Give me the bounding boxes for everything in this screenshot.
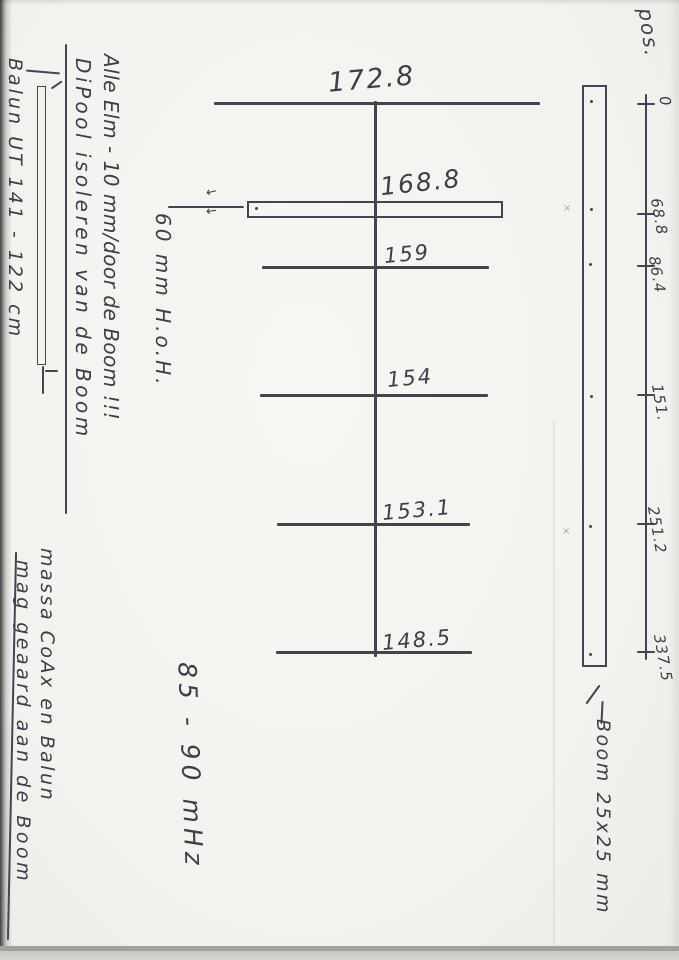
frequency-note: 85 - 90 mHz	[172, 661, 209, 871]
note-dipole-isolation: DiPool isoleren van de Boom	[71, 58, 95, 440]
boom-rivet-dot	[589, 653, 592, 656]
dipole-spacing-arrow: ←	[204, 184, 219, 201]
boom-side-view-bar	[582, 85, 607, 667]
scale-tick	[637, 213, 655, 215]
scan-edge-bottom	[0, 946, 679, 951]
boom-label-leader-slash	[585, 684, 601, 705]
balun-tail-wire	[42, 366, 44, 394]
director-length-label-3: 153.1	[381, 494, 454, 526]
dipole-length-label: 168.8	[378, 163, 463, 202]
balun-top-arrow	[50, 80, 63, 90]
director-line-2	[260, 394, 488, 397]
balun-top-mark	[25, 69, 61, 75]
balun-bottom-mark	[45, 370, 58, 372]
scan-edge-right	[669, 0, 679, 960]
scan-edge-top	[0, 0, 679, 5]
note-ground-line2: mag geaard aan de Boom	[12, 560, 34, 885]
director-length-label-1: 159	[383, 240, 432, 268]
scale-tick-label: 86.4	[644, 254, 670, 295]
scan-edge-left	[0, 0, 12, 960]
boom-center-line	[374, 101, 377, 657]
dipole-feed-dot	[255, 207, 258, 210]
note-all-elements: Alle Elm - 10 mm/door de Boom !!!	[99, 54, 123, 421]
director-line-1	[262, 266, 489, 269]
pencil-cross-mark: ×	[562, 526, 571, 537]
scale-tick	[637, 103, 655, 105]
scale-tick-label: 251.2	[643, 504, 671, 556]
dipole-spacing-note: 60 mm H.o.H.	[151, 213, 175, 388]
dipole-spacing-leader-line	[168, 206, 244, 208]
balun-coax-tube	[37, 86, 46, 365]
scanner-background	[0, 951, 679, 960]
director-line-3	[277, 523, 470, 526]
director-line-4	[276, 651, 472, 654]
director-length-label-2: 154	[386, 364, 435, 392]
boom-rivet-dot	[590, 395, 593, 398]
boom-rivet-dot	[589, 525, 592, 528]
pencil-cross-mark: ×	[563, 203, 572, 214]
dipole-rect	[247, 201, 503, 218]
scale-tick	[637, 265, 655, 267]
boom-rivet-dot	[590, 208, 593, 211]
scale-tick	[637, 394, 655, 396]
scale-title: pos.	[633, 6, 665, 60]
reflector-line	[214, 102, 540, 105]
boom-rivet-dot	[589, 263, 592, 266]
boom-rivet-dot	[590, 100, 593, 103]
scale-tick	[637, 651, 655, 653]
scale-tick-label: 68.8	[646, 196, 672, 237]
boom-size-label: Boom 25x25 mm	[592, 719, 614, 915]
scale-tick	[637, 523, 655, 525]
note-ground-line1: massa CoAx en Balun	[36, 548, 58, 803]
reflector-length-label: 172.8	[326, 60, 417, 99]
paper-crease	[553, 420, 555, 948]
scale-axis-line	[645, 94, 647, 660]
dipole-isolation-underline	[65, 44, 67, 514]
